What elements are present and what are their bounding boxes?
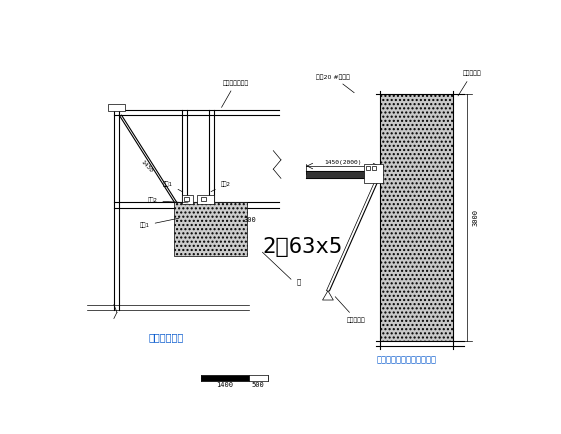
Text: 支脚压结构: 支脚压结构 (335, 297, 366, 323)
Bar (366, 166, 370, 170)
Bar (182, 194, 193, 204)
Text: 300: 300 (244, 217, 256, 223)
Bar (249, 375, 268, 381)
Text: 螺杆2: 螺杆2 (211, 181, 231, 192)
Bar (380, 95, 453, 341)
Bar (306, 171, 382, 178)
Text: 3000: 3000 (473, 209, 479, 226)
Text: 锚: 锚 (297, 278, 301, 285)
Text: 1430: 1430 (140, 159, 154, 173)
Text: 500: 500 (251, 382, 264, 388)
Text: 1450(2000): 1450(2000) (324, 160, 361, 164)
Bar (108, 105, 125, 112)
Text: 螺母1: 螺母1 (140, 218, 179, 228)
Text: 支脚压结构: 支脚压结构 (458, 71, 481, 96)
Text: 2☶63x5: 2☶63x5 (263, 237, 343, 257)
Bar (201, 375, 249, 381)
Bar (372, 166, 376, 170)
Text: 阳角及剪力墙部位支撑详图: 阳角及剪力墙部位支撑详图 (376, 355, 436, 365)
Text: 螺母2: 螺母2 (148, 198, 188, 204)
Bar (364, 164, 383, 183)
Bar (201, 197, 205, 201)
Text: 阳角部位详图: 阳角部位详图 (149, 332, 184, 342)
Text: 螺栂20 #工字颉: 螺栂20 #工字颉 (316, 74, 354, 93)
Text: 螺杆1: 螺杆1 (163, 181, 182, 192)
Bar (184, 197, 188, 201)
Text: 及其工字颉固定: 及其工字颉固定 (222, 80, 249, 108)
Text: 1400: 1400 (216, 382, 233, 388)
Bar (197, 194, 214, 204)
Bar (174, 202, 247, 256)
